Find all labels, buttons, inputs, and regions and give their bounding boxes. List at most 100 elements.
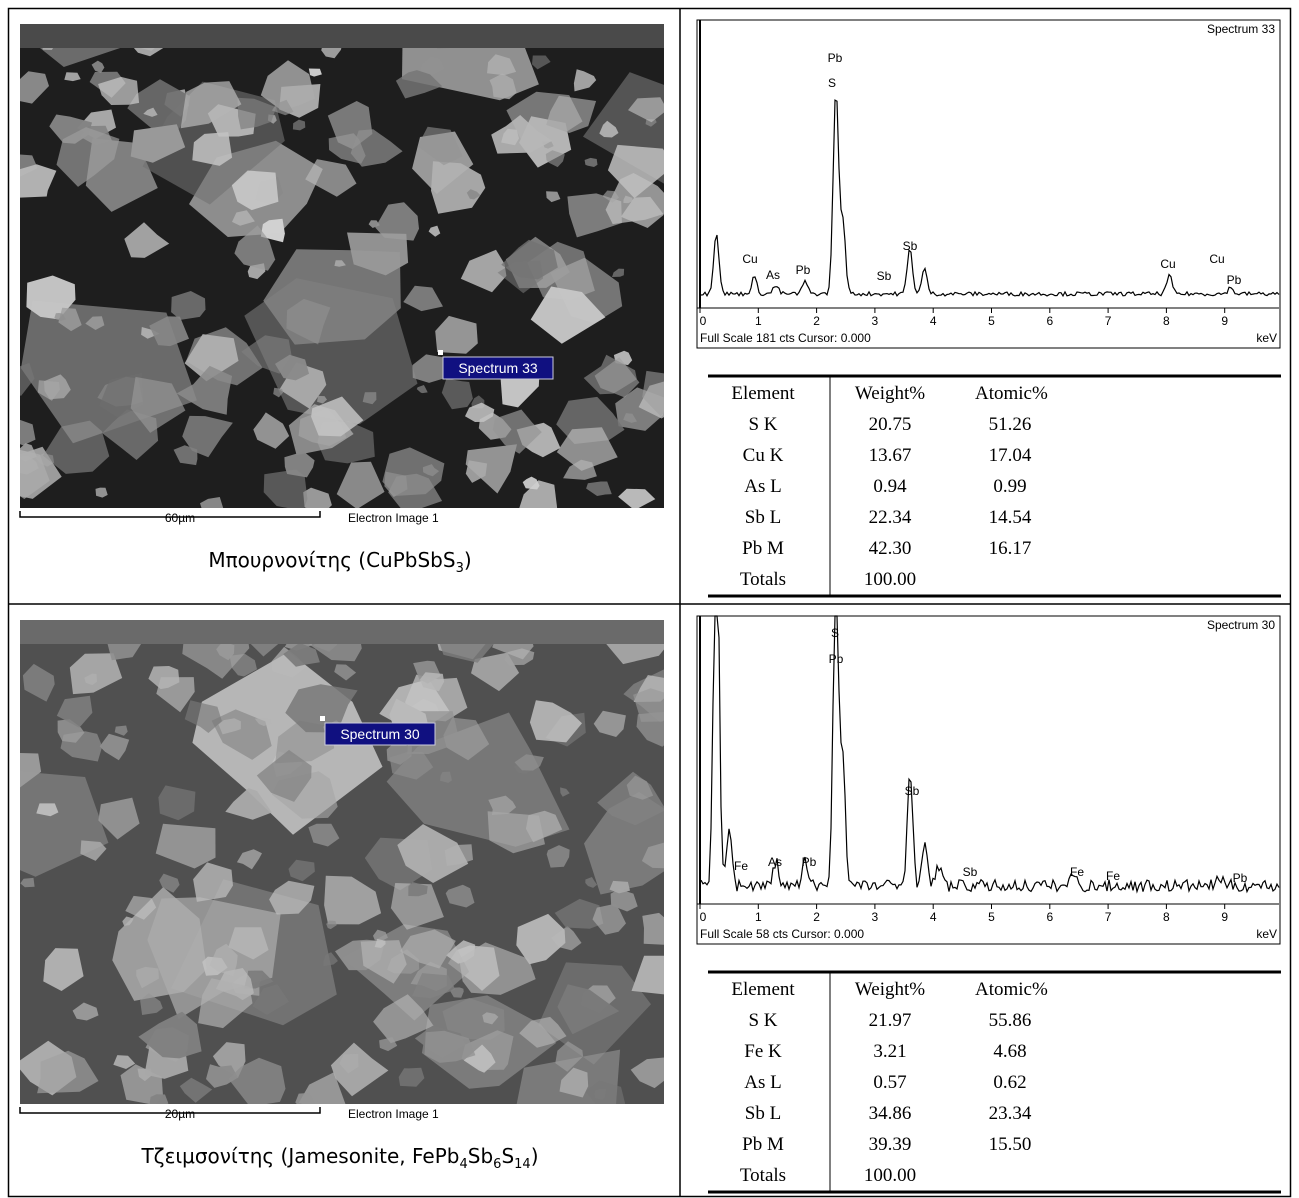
peak-label: Pb [1233, 871, 1248, 885]
peak-label: Cu [1209, 252, 1224, 266]
peak-label: Pb [829, 652, 844, 666]
axis-label: 9 [1221, 910, 1228, 924]
axis-unit: keV [1256, 927, 1277, 941]
spectrum-frame [697, 20, 1280, 348]
table-cell: 13.67 [869, 445, 912, 466]
caption: Τζειμσονίτης (Jamesonite, FePb4Sb6S14) [140, 1144, 538, 1172]
table-cell: 0.57 [873, 1072, 906, 1093]
peak-label: Sb [877, 269, 892, 283]
axis-label: 7 [1105, 910, 1112, 924]
table-cell: Fe K [744, 1041, 782, 1062]
axis-label: 3 [872, 910, 879, 924]
peak-label: Pb [828, 51, 843, 65]
scale-bar-label: 20µm [165, 1107, 195, 1121]
peak-label: As [766, 268, 780, 282]
caption-text: Μπουρνονίτης (CuPbSbS [208, 548, 455, 572]
axis-label: 3 [872, 314, 879, 328]
caption: Μπουρνονίτης (CuPbSbS3) [208, 548, 471, 576]
caption-text: S [501, 1144, 514, 1168]
document: Spectrum 33 60µm Electron Image 1 Μπουρνονί… [0, 0, 1299, 1198]
table-header: Weight% [855, 383, 925, 404]
peak-label: Cu [1160, 257, 1175, 271]
table-header: Weight% [855, 979, 925, 1000]
marker-label: Spectrum 30 [340, 726, 420, 742]
axis-label: 4 [930, 910, 937, 924]
spectrum-footer: Full Scale 181 cts Cursor: 0.000 [700, 331, 871, 345]
caption-subscript: 3 [456, 561, 464, 576]
table-cell: Cu K [743, 445, 784, 466]
axis-label: 5 [988, 910, 995, 924]
table-cell: 20.75 [869, 414, 912, 435]
caption-text: ) [464, 548, 472, 572]
image-header-strip [20, 620, 664, 644]
axis-label: 6 [1046, 910, 1053, 924]
axis-label: 7 [1105, 314, 1112, 328]
table-cell: 22.34 [869, 507, 912, 528]
image-header-strip [20, 24, 664, 48]
table-cell: S K [748, 1010, 777, 1031]
caption-subscript: 6 [493, 1157, 501, 1172]
axis-label: 9 [1221, 314, 1228, 328]
table-cell: 0.62 [993, 1072, 1026, 1093]
peak-label: Sb [963, 865, 978, 879]
table-cell: 100.00 [864, 1165, 916, 1186]
table-header: Atomic% [975, 979, 1048, 1000]
table-header: Atomic% [975, 383, 1048, 404]
image-name: Electron Image 1 [348, 1107, 439, 1121]
spectrum-title: Spectrum 30 [1207, 618, 1275, 632]
axis-label: 6 [1046, 314, 1053, 328]
spectrum-title: Spectrum 33 [1207, 22, 1275, 36]
table-cell: 3.21 [873, 1041, 906, 1062]
peak-label: Pb [1227, 273, 1242, 287]
peak-label: Fe [734, 859, 748, 873]
table-cell: 55.86 [989, 1010, 1032, 1031]
peak-label: As [768, 855, 782, 869]
table-cell: Sb L [745, 507, 781, 528]
table-cell: 0.94 [873, 476, 907, 497]
table-cell: Pb M [742, 538, 784, 559]
page: Spectrum 33 60µm Electron Image 1 Μπουρνονί… [0, 0, 1299, 1198]
peak-label: Fe [1070, 865, 1084, 879]
table-cell: Pb M [742, 1134, 784, 1155]
axis-label: 1 [755, 910, 762, 924]
peak-label: Pb [796, 263, 811, 277]
axis-unit: keV [1256, 331, 1277, 345]
table-cell: 51.26 [989, 414, 1032, 435]
table-cell: 100.00 [864, 569, 916, 590]
sem-image [0, 0, 727, 519]
table-cell: As L [744, 476, 781, 497]
peak-label: Sb [903, 239, 918, 253]
peak-label: S [831, 626, 839, 640]
table-cell: As L [744, 1072, 781, 1093]
peak-label: Cu [742, 252, 757, 266]
marker-label: Spectrum 33 [458, 360, 538, 376]
table-cell: Totals [740, 1165, 786, 1186]
axis-label: 0 [700, 910, 707, 924]
grain [642, 913, 676, 945]
table-cell: 4.68 [993, 1041, 1026, 1062]
caption-text: Sb [468, 1144, 493, 1168]
image-name: Electron Image 1 [348, 511, 439, 525]
table-cell: 21.97 [869, 1010, 912, 1031]
axis-label: 2 [813, 314, 820, 328]
table-cell: 0.99 [993, 476, 1026, 497]
table-cell: S K [748, 414, 777, 435]
sem-image [0, 598, 707, 1159]
axis-label: 8 [1163, 314, 1170, 328]
axis-label: 1 [755, 314, 762, 328]
caption-text: Τζειμσονίτης (Jamesonite, FePb [140, 1144, 459, 1168]
table-cell: Totals [740, 569, 786, 590]
spectrum-footer: Full Scale 58 cts Cursor: 0.000 [700, 927, 864, 941]
table-cell: 42.30 [869, 538, 912, 559]
spectrum-frame [697, 616, 1280, 944]
caption-subscript: 14 [514, 1157, 531, 1172]
caption-subscript: 4 [460, 1157, 468, 1172]
table-header: Element [731, 979, 795, 1000]
peak-label: S [828, 76, 836, 90]
axis-label: 5 [988, 314, 995, 328]
scale-bar-label: 60µm [165, 511, 195, 525]
table-cell: 14.54 [989, 507, 1032, 528]
table-cell: 17.04 [989, 445, 1032, 466]
table-cell: 15.50 [989, 1134, 1032, 1155]
peak-label: Sb [905, 784, 920, 798]
